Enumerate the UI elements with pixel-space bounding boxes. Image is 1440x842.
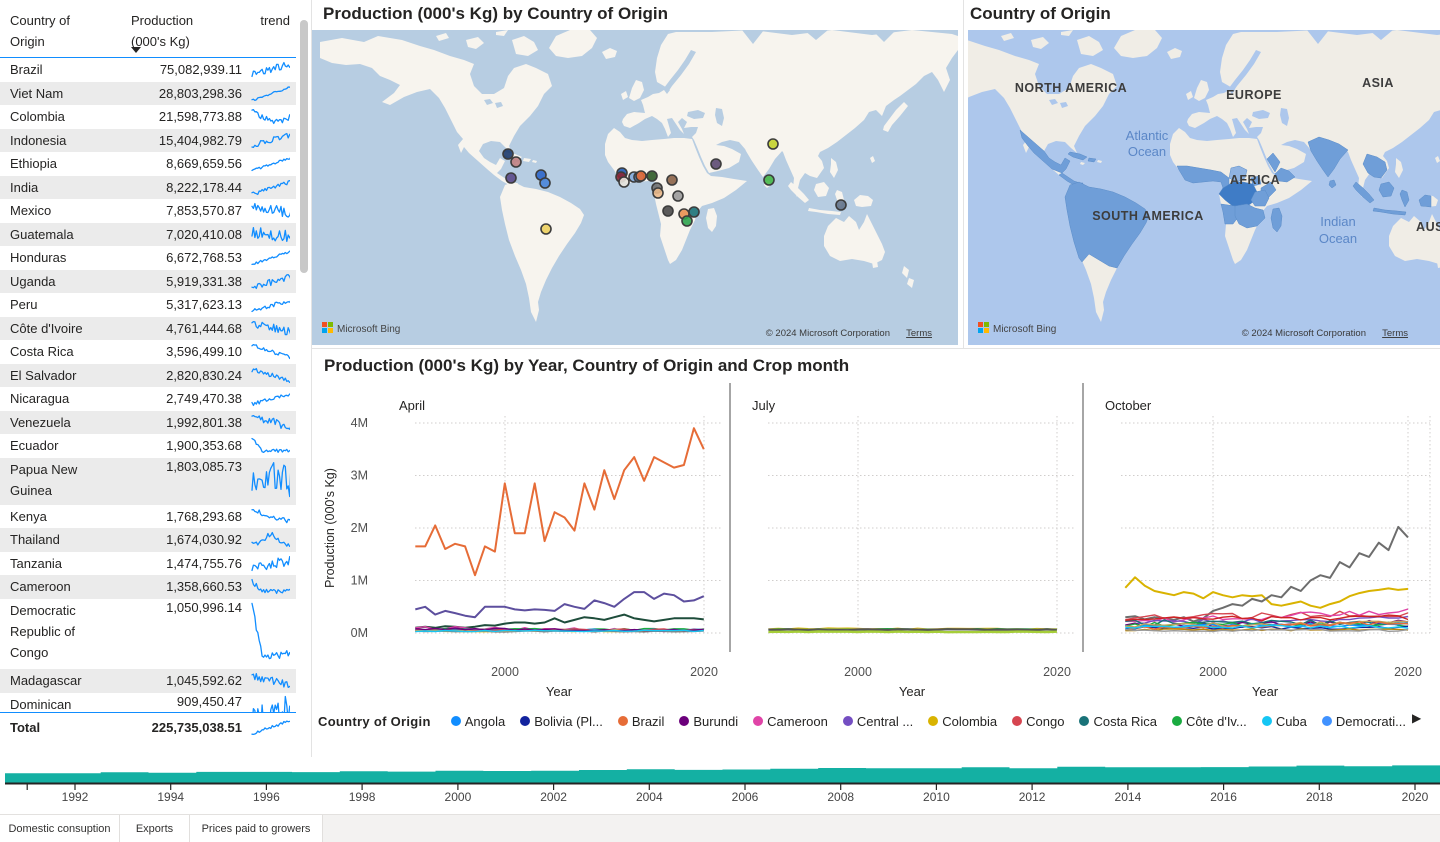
svg-text:2010: 2010 (923, 790, 950, 804)
svg-text:2006: 2006 (732, 790, 759, 804)
svg-text:1M: 1M (351, 574, 368, 588)
svg-text:2014: 2014 (1115, 790, 1142, 804)
svg-text:Production (000's Kg) by Year,: Production (000's Kg) by Year, Country o… (324, 356, 849, 375)
svg-text:Atlantic: Atlantic (1126, 128, 1169, 143)
svg-text:Ocean: Ocean (1319, 231, 1357, 246)
svg-text:2020: 2020 (1394, 665, 1422, 679)
svg-text:© 2024 Microsoft Corporation: © 2024 Microsoft Corporation (1242, 328, 1366, 339)
svg-text:SOUTH AMERICA: SOUTH AMERICA (1092, 209, 1204, 223)
svg-text:2000: 2000 (445, 790, 472, 804)
svg-text:Ocean: Ocean (1128, 144, 1166, 159)
svg-text:1994: 1994 (157, 790, 184, 804)
svg-text:2M: 2M (351, 521, 368, 535)
svg-text:Production (000's Kg): Production (000's Kg) (323, 468, 337, 588)
svg-text:October: October (1105, 398, 1152, 413)
svg-text:Terms: Terms (1382, 328, 1408, 339)
svg-text:2002: 2002 (540, 790, 567, 804)
svg-text:2020: 2020 (690, 665, 718, 679)
svg-text:1992: 1992 (62, 790, 89, 804)
svg-text:© 2024 Microsoft Corporation: © 2024 Microsoft Corporation (766, 328, 890, 339)
svg-text:1998: 1998 (349, 790, 376, 804)
svg-text:4M: 4M (351, 416, 368, 430)
svg-text:AUS: AUS (1416, 220, 1440, 234)
svg-text:2012: 2012 (1019, 790, 1046, 804)
svg-text:0M: 0M (351, 626, 368, 640)
svg-text:Terms: Terms (906, 328, 932, 339)
svg-text:Microsoft Bing: Microsoft Bing (993, 324, 1056, 335)
svg-text:Year: Year (899, 684, 926, 699)
svg-text:Indian: Indian (1320, 214, 1355, 229)
svg-text:2020: 2020 (1043, 665, 1071, 679)
svg-text:NORTH AMERICA: NORTH AMERICA (1015, 81, 1127, 95)
svg-text:2016: 2016 (1210, 790, 1237, 804)
svg-text:Year: Year (546, 684, 573, 699)
svg-text:1996: 1996 (253, 790, 280, 804)
svg-text:2018: 2018 (1306, 790, 1333, 804)
svg-text:2000: 2000 (1199, 665, 1227, 679)
svg-text:Microsoft Bing: Microsoft Bing (337, 324, 400, 335)
svg-text:AFRICA: AFRICA (1230, 173, 1280, 187)
svg-text:EUROPE: EUROPE (1226, 88, 1282, 102)
svg-text:April: April (399, 398, 425, 413)
svg-text:2008: 2008 (827, 790, 854, 804)
svg-text:2000: 2000 (844, 665, 872, 679)
svg-text:2004: 2004 (636, 790, 663, 804)
svg-text:2020: 2020 (1402, 790, 1429, 804)
svg-text:2000: 2000 (491, 665, 519, 679)
svg-text:Year: Year (1252, 684, 1279, 699)
svg-text:July: July (752, 398, 776, 413)
svg-text:ASIA: ASIA (1362, 76, 1394, 90)
svg-text:3M: 3M (351, 469, 368, 483)
